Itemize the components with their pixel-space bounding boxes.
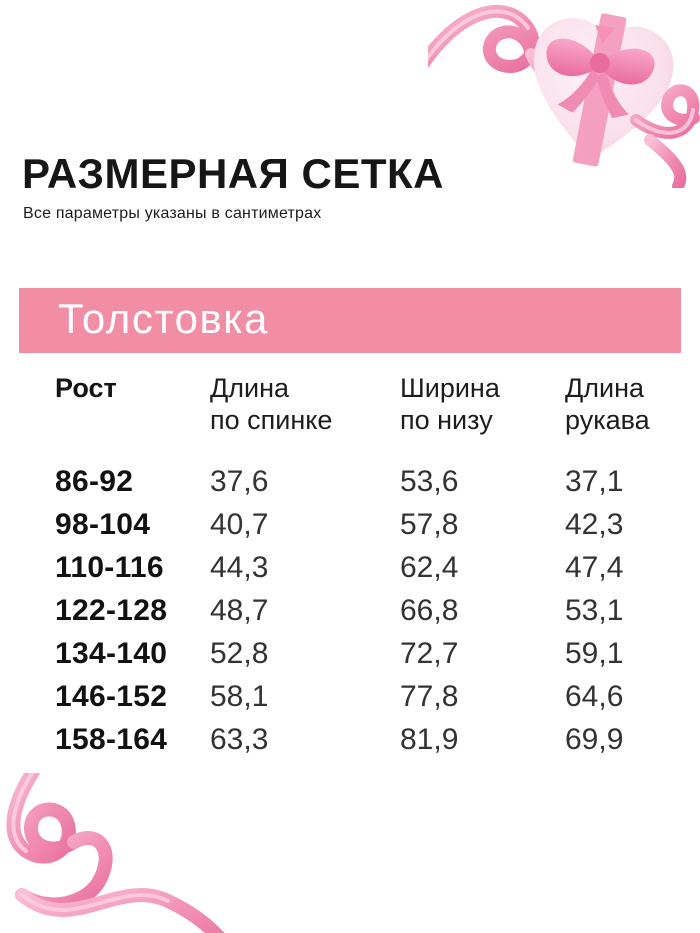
row-height-range: 122-128 (55, 593, 168, 627)
cell-sleeve-length: 69,9 (565, 722, 624, 756)
cell-bottom-width: 62,4 (400, 550, 459, 584)
row-height-range: 98-104 (55, 507, 151, 541)
cell-bottom-width: 72,7 (400, 636, 459, 670)
cell-back-length: 40,7 (210, 507, 269, 541)
size-table: Рост Длина по спинке Ширина по низу Длин… (55, 372, 681, 761)
row-height-range: 110-116 (55, 550, 164, 584)
cell-back-length: 44,3 (210, 550, 269, 584)
cell-bottom-width: 57,8 (400, 507, 459, 541)
row-height-range: 134-140 (55, 636, 168, 670)
cell-sleeve-length: 59,1 (565, 636, 624, 670)
table-row: 98-104 40,7 57,8 42,3 (55, 503, 681, 546)
column-header-back-length: Длина по спинке (210, 373, 333, 435)
cell-back-length: 63,3 (210, 722, 269, 756)
product-banner: Толстовка (19, 288, 681, 353)
cell-sleeve-length: 53,1 (565, 593, 624, 627)
cell-bottom-width: 66,8 (400, 593, 459, 627)
cell-back-length: 48,7 (210, 593, 269, 627)
cell-sleeve-length: 37,1 (565, 464, 624, 498)
ribbon-curl-icon (6, 773, 225, 933)
column-header-height: Рост (55, 373, 117, 403)
column-header-sleeve-length: Длина рукава (565, 373, 650, 435)
page-title: РАЗМЕРНАЯ СЕТКА (22, 150, 444, 197)
table-body: 86-92 37,6 53,6 37,1 98-104 40,7 57,8 42… (55, 460, 681, 761)
cell-bottom-width: 81,9 (400, 722, 459, 756)
product-name: Толстовка (58, 294, 269, 342)
cell-back-length: 37,6 (210, 464, 269, 498)
cell-back-length: 58,1 (210, 679, 269, 713)
cell-sleeve-length: 47,4 (565, 550, 624, 584)
table-row: 158-164 63,3 81,9 69,9 (55, 718, 681, 761)
cell-bottom-width: 53,6 (400, 464, 459, 498)
table-header-row: Рост Длина по спинке Ширина по низу Длин… (55, 372, 681, 436)
cell-bottom-width: 77,8 (400, 679, 459, 713)
row-height-range: 86-92 (55, 464, 134, 498)
table-row: 146-152 58,1 77,8 64,6 (55, 675, 681, 718)
cell-sleeve-length: 64,6 (565, 679, 624, 713)
cell-back-length: 52,8 (210, 636, 269, 670)
heading-block: РАЗМЕРНАЯ СЕТКА Все параметры указаны в … (22, 150, 444, 223)
cell-sleeve-length: 42,3 (565, 507, 624, 541)
table-row: 86-92 37,6 53,6 37,1 (55, 460, 681, 503)
table-row: 110-116 44,3 62,4 47,4 (55, 546, 681, 589)
row-height-range: 158-164 (55, 722, 168, 756)
page-subtitle: Все параметры указаны в сантиметрах (23, 205, 322, 223)
gift-heart-ribbon-icon (428, 5, 700, 188)
row-height-range: 146-152 (55, 679, 168, 713)
table-row: 122-128 48,7 66,8 53,1 (55, 589, 681, 632)
table-row: 134-140 52,8 72,7 59,1 (55, 632, 681, 675)
column-header-bottom-width: Ширина по низу (400, 373, 500, 435)
